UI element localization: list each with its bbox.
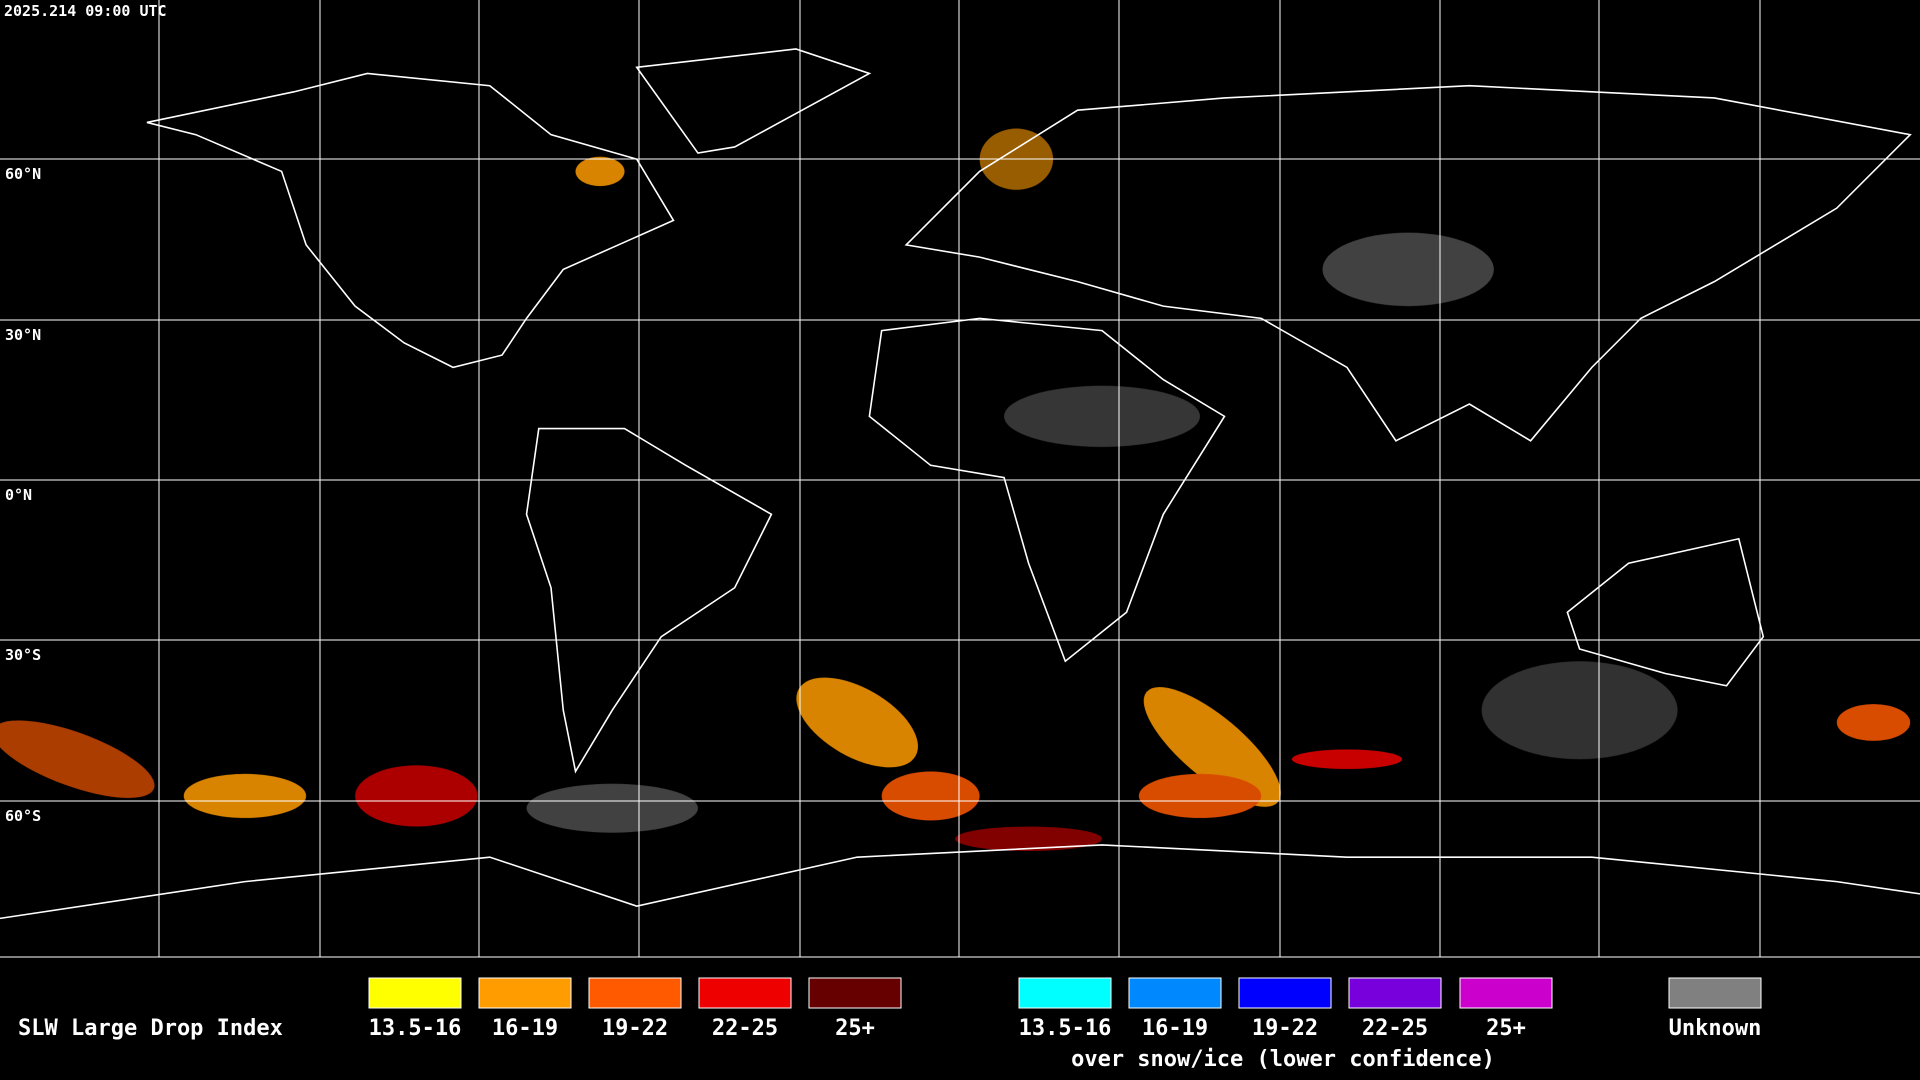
legend-swatch [1348, 977, 1442, 1009]
legend-swatch [1668, 977, 1762, 1009]
drop-cloud [1143, 687, 1281, 807]
legend-label: 22-25 [712, 1016, 778, 1041]
coastline [904, 84, 1912, 442]
legend-label: 16-19 [1142, 1016, 1208, 1041]
drop-cloud [355, 765, 478, 827]
unknown-cloud [1322, 232, 1494, 307]
timestamp: 2025.214 09:00 UTC [4, 2, 167, 20]
legend-swatch [588, 977, 682, 1009]
coastline [525, 427, 773, 774]
latitude-label: 0°N [5, 486, 32, 504]
legend-swatch [808, 977, 902, 1009]
drop-cloud [1836, 704, 1911, 741]
unknown-cloud [1481, 661, 1678, 760]
legend-label: 22-25 [1362, 1016, 1428, 1041]
legend-panel [0, 957, 1920, 1080]
legend-swatch [1238, 977, 1332, 1009]
legend-label: 25+ [835, 1016, 875, 1041]
coastline [868, 317, 1226, 663]
legend-swatch [1018, 977, 1112, 1009]
drop-cloud [955, 826, 1103, 852]
map-layer [0, 48, 1920, 920]
legend-swatch [478, 977, 572, 1009]
latitude-label: 30°N [5, 326, 41, 344]
coastlines [0, 48, 1920, 920]
legend-label: 25+ [1486, 1016, 1526, 1041]
drop-cloud [575, 156, 625, 187]
unknown-cloud [526, 783, 698, 833]
legend-swatch [1128, 977, 1222, 1009]
snow-ice-caption: over snow/ice (lower confidence) [1071, 1047, 1495, 1072]
legend-label: 19-22 [1252, 1016, 1318, 1041]
drop-cloud [1291, 749, 1403, 769]
legend-label: 19-22 [602, 1016, 668, 1041]
graticule: 60°N 30°N 0°N 30°S 60°S [0, 0, 1920, 957]
legend-label: 13.5-16 [1019, 1016, 1112, 1041]
drop-cloud [1138, 773, 1262, 818]
legend-title: SLW Large Drop Index [18, 1016, 283, 1041]
legend: 13.5-16 16-19 19-22 22-25 25+ 13.5-16 16-19 19-… [368, 977, 1762, 1041]
drop-cloud [183, 773, 307, 818]
legend-label: Unknown [1669, 1016, 1762, 1041]
cloud-fields [0, 128, 1911, 852]
drop-cloud [796, 677, 918, 768]
drop-cloud [881, 771, 980, 821]
legend-swatch [368, 977, 462, 1009]
legend-label: 16-19 [492, 1016, 558, 1041]
coastline [1566, 537, 1765, 687]
latitude-label: 30°S [5, 646, 41, 664]
drop-cloud [0, 720, 155, 798]
legend-label: 13.5-16 [369, 1016, 462, 1041]
legend-swatch [698, 977, 792, 1009]
latitude-label: 60°N [5, 165, 41, 183]
unknown-cloud [1004, 385, 1201, 447]
coastline [0, 844, 1920, 920]
latitude-label: 60°S [5, 807, 41, 825]
coastline [635, 48, 872, 154]
legend-swatch [1459, 977, 1553, 1009]
